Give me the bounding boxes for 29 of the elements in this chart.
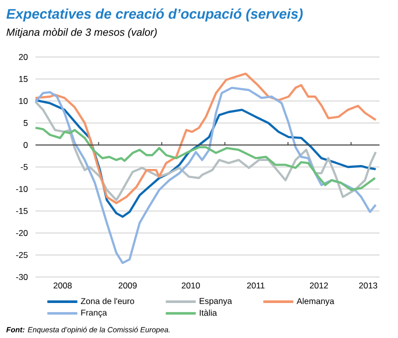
y-tick-label: -10 — [16, 186, 28, 192]
legend-label: Alemanya — [296, 298, 334, 306]
legend-label: França — [81, 310, 107, 318]
line-series — [34, 126, 376, 191]
line-series — [34, 99, 377, 218]
legend-label: Espanya — [200, 298, 232, 306]
x-tick-label: 2012 — [310, 282, 328, 289]
y-tick-label: 20 — [18, 54, 28, 60]
chart-subtitle: Mitjana mòbil de 3 mesos (valor) — [6, 28, 157, 38]
y-tick-label: -25 — [16, 252, 28, 258]
x-tick-label: 2010 — [182, 282, 200, 289]
x-tick-label: 2009 — [118, 282, 137, 289]
x-tick-label: 2013 — [359, 282, 378, 289]
y-tick-label: -15 — [16, 208, 28, 214]
y-tick-label: -20 — [16, 230, 28, 236]
legend-label: Itàlia — [200, 310, 217, 316]
x-tick-label: 2008 — [54, 282, 72, 289]
y-tick-label: 15 — [19, 76, 28, 82]
x-tick-label: 2011 — [247, 282, 264, 289]
line-series — [34, 72, 377, 204]
y-tick-label: 0 — [24, 142, 28, 148]
y-tick-label: 10 — [19, 98, 28, 104]
legend-label: Zona de l'euro — [80, 298, 134, 304]
y-tick-label: 5 — [24, 120, 28, 126]
y-tick-label: -5 — [20, 164, 28, 170]
y-tick-label: -30 — [16, 274, 28, 280]
line-series — [34, 100, 377, 202]
line-series — [34, 86, 377, 264]
chart-title: Expectatives de creació d’ocupació (serveis) — [6, 8, 303, 22]
